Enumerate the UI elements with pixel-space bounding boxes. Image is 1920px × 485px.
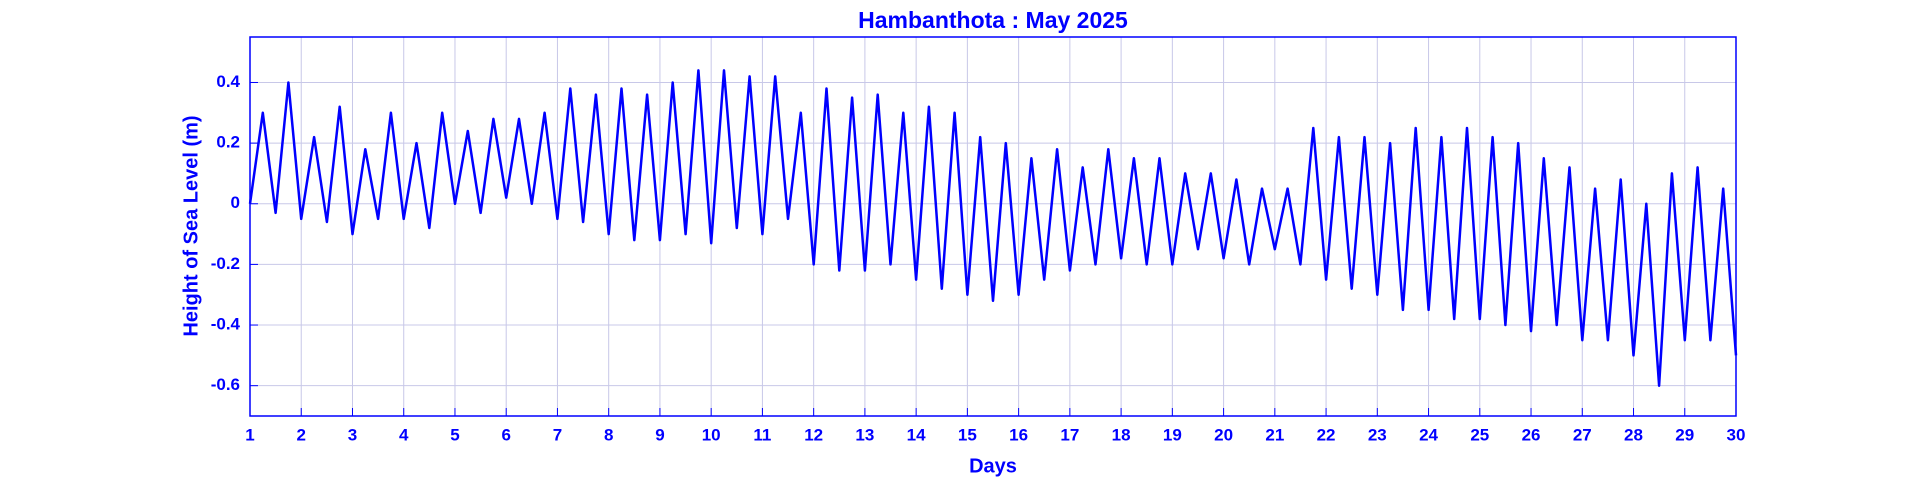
x-tick-label: 23 [1368, 425, 1387, 444]
x-tick-label: 25 [1470, 425, 1489, 444]
x-tick-label: 1 [245, 425, 254, 444]
y-tick-label: -0.2 [211, 254, 240, 273]
x-tick-label: 3 [348, 425, 357, 444]
x-tick-label: 24 [1419, 425, 1438, 444]
x-tick-label: 27 [1573, 425, 1592, 444]
sea-level-line [248, 69, 1738, 387]
x-tick-label: 30 [1727, 425, 1746, 444]
x-tick-label: 10 [702, 425, 721, 444]
x-tick-label: 5 [450, 425, 459, 444]
chart-title: Hambanthota : May 2025 [858, 7, 1128, 33]
x-tick-label: 21 [1265, 425, 1284, 444]
y-tick-label: 0.2 [216, 133, 240, 152]
x-tick-label: 6 [501, 425, 510, 444]
x-tick-label: 7 [553, 425, 562, 444]
x-tick-label: 2 [297, 425, 306, 444]
x-tick-label: 13 [855, 425, 874, 444]
y-tick-label: 0.4 [216, 72, 240, 91]
x-tick-label: 20 [1214, 425, 1233, 444]
x-tick-label: 15 [958, 425, 977, 444]
y-tick-label: 0 [231, 193, 240, 212]
x-tick-label: 22 [1317, 425, 1336, 444]
x-tick-label: 28 [1624, 425, 1643, 444]
x-tick-label: 11 [753, 425, 771, 444]
x-tick-label: 8 [604, 425, 613, 444]
x-tick-label: 14 [907, 425, 926, 444]
x-tick-label: 9 [655, 425, 664, 444]
x-tick-label: 18 [1112, 425, 1131, 444]
x-tick-label: 19 [1163, 425, 1182, 444]
x-axis-label: Days [969, 455, 1017, 477]
y-tick-label: -0.4 [211, 315, 241, 334]
x-tick-label: 12 [804, 425, 823, 444]
x-tick-label: 29 [1675, 425, 1694, 444]
x-tick-label: 17 [1060, 425, 1079, 444]
y-tick-label: -0.6 [211, 375, 240, 394]
x-tick-label: 4 [399, 425, 409, 444]
x-tick-label: 16 [1009, 425, 1028, 444]
plot-frame [249, 36, 1737, 417]
x-tick-label: 26 [1522, 425, 1541, 444]
y-axis-label: Height of Sea Level (m) [180, 115, 202, 336]
